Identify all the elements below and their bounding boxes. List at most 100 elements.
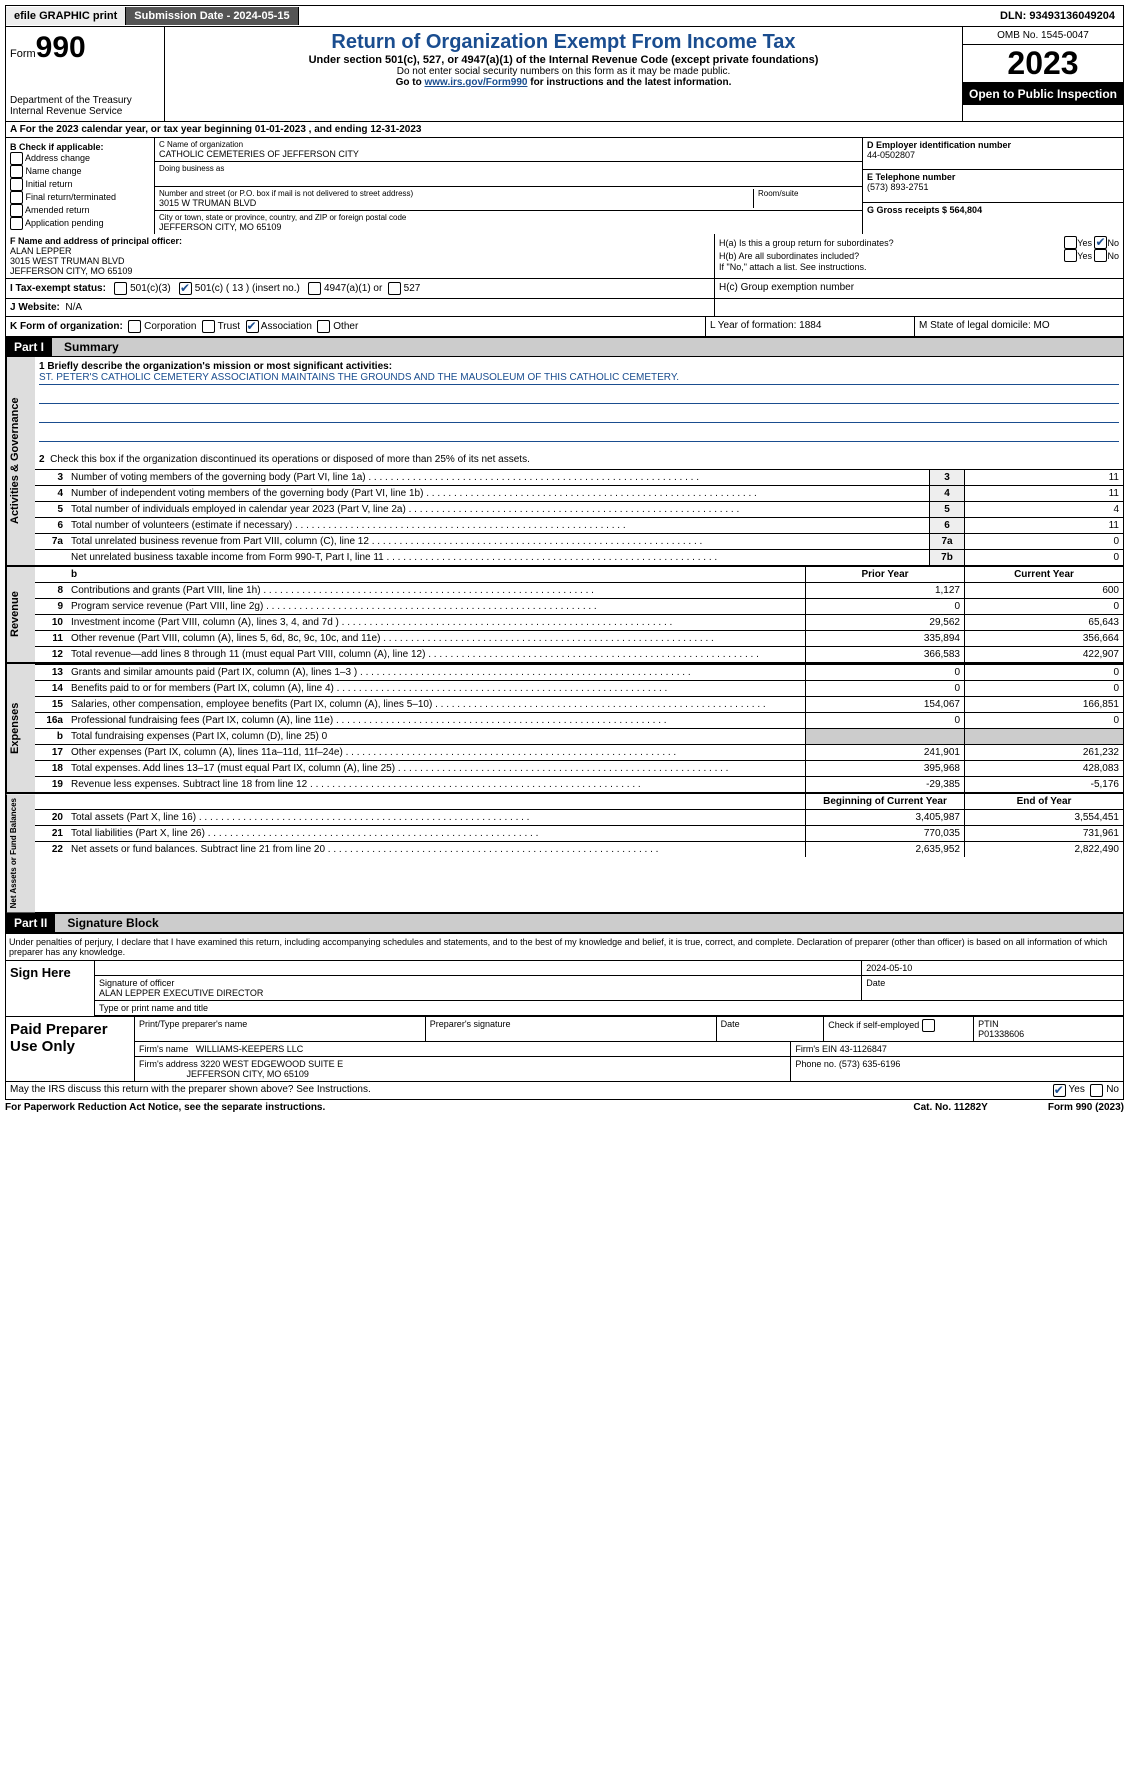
firm-phone-label: Phone no. bbox=[795, 1059, 836, 1069]
discuss-no[interactable] bbox=[1090, 1084, 1103, 1097]
hb-no[interactable] bbox=[1094, 249, 1107, 262]
cb-501c3[interactable] bbox=[114, 282, 127, 295]
col-current: Current Year bbox=[964, 567, 1123, 582]
q2-text: Check this box if the organization disco… bbox=[50, 454, 530, 465]
paperwork-notice: For Paperwork Reduction Act Notice, see … bbox=[5, 1102, 325, 1113]
table-row: 11Other revenue (Part VIII, column (A), … bbox=[35, 630, 1123, 646]
ha-label: H(a) Is this a group return for subordin… bbox=[719, 238, 1064, 248]
principal-officer-label: F Name and address of principal officer: bbox=[10, 236, 710, 246]
hb-note: If "No," attach a list. See instructions… bbox=[719, 262, 1119, 272]
firm-ein: 43-1126847 bbox=[840, 1044, 887, 1054]
form-title: Return of Organization Exempt From Incom… bbox=[169, 31, 958, 54]
table-row: 8Contributions and grants (Part VIII, li… bbox=[35, 582, 1123, 598]
firm-addr2: JEFFERSON CITY, MO 65109 bbox=[187, 1069, 309, 1079]
form-prefix: Form bbox=[10, 48, 36, 60]
checkbox-final-return[interactable] bbox=[10, 191, 23, 204]
checkbox-address-change[interactable] bbox=[10, 152, 23, 165]
cat-no: Cat. No. 11282Y bbox=[913, 1102, 987, 1113]
officer-addr2: JEFFERSON CITY, MO 65109 bbox=[10, 266, 710, 276]
paid-preparer-label: Paid Preparer Use Only bbox=[6, 1017, 134, 1081]
summary-rev: Revenue b Prior Year Current Year 8Contr… bbox=[5, 565, 1124, 662]
part-2-header: Part II Signature Block bbox=[5, 913, 1124, 933]
room-label: Room/suite bbox=[758, 189, 858, 198]
city-label: City or town, state or province, country… bbox=[159, 213, 858, 222]
hb-yes[interactable] bbox=[1064, 249, 1077, 262]
form-org-label: K Form of organization: bbox=[10, 321, 123, 332]
website-label: J Website: bbox=[10, 302, 60, 313]
org-name: CATHOLIC CEMETERIES OF JEFFERSON CITY bbox=[159, 149, 858, 159]
form-subtitle-3: Go to www.irs.gov/Form990 for instructio… bbox=[169, 77, 958, 88]
cb-self-employed[interactable] bbox=[922, 1019, 935, 1032]
cb-501c[interactable] bbox=[179, 282, 192, 295]
efile-button[interactable]: efile GRAPHIC print bbox=[6, 7, 126, 25]
penalty-text: Under penalties of perjury, I declare th… bbox=[6, 934, 1123, 960]
col-prior: Prior Year bbox=[805, 567, 964, 582]
form-number: 990 bbox=[36, 31, 86, 64]
table-row: 4Number of independent voting members of… bbox=[35, 485, 1123, 501]
ha-yes[interactable] bbox=[1064, 236, 1077, 249]
part-1-title: Summary bbox=[52, 338, 1123, 356]
checkbox-app-pending[interactable] bbox=[10, 217, 23, 230]
prep-name-label: Print/Type preparer's name bbox=[135, 1017, 426, 1042]
box-b-header: B Check if applicable: bbox=[10, 142, 150, 152]
checkbox-name-change[interactable] bbox=[10, 165, 23, 178]
cb-trust[interactable] bbox=[202, 320, 215, 333]
self-employed-label: Check if self-employed bbox=[828, 1020, 919, 1030]
table-row: 16aProfessional fundraising fees (Part I… bbox=[35, 712, 1123, 728]
signature-block: Under penalties of perjury, I declare th… bbox=[5, 933, 1124, 1082]
table-row: 15Salaries, other compensation, employee… bbox=[35, 696, 1123, 712]
officer-name: ALAN LEPPER bbox=[10, 246, 710, 256]
firm-phone: (573) 635-6196 bbox=[839, 1059, 901, 1069]
top-bar: efile GRAPHIC print Submission Date - 20… bbox=[5, 5, 1124, 27]
cb-other[interactable] bbox=[317, 320, 330, 333]
q1-label: 1 Briefly describe the organization's mi… bbox=[39, 361, 1119, 372]
table-row: 20Total assets (Part X, line 16)3,405,98… bbox=[35, 809, 1123, 825]
form-subtitle-1: Under section 501(c), 527, or 4947(a)(1)… bbox=[169, 54, 958, 66]
tab-expenses: Expenses bbox=[6, 664, 35, 792]
hb-label: H(b) Are all subordinates included? bbox=[719, 251, 1064, 261]
firm-ein-label: Firm's EIN bbox=[795, 1044, 837, 1054]
table-row: 18Total expenses. Add lines 13–17 (must … bbox=[35, 760, 1123, 776]
irs-link[interactable]: www.irs.gov/Form990 bbox=[424, 77, 527, 88]
table-row: 22Net assets or fund balances. Subtract … bbox=[35, 841, 1123, 857]
row-a-tax-year: A For the 2023 calendar year, or tax yea… bbox=[5, 122, 1124, 138]
mission-text: ST. PETER'S CATHOLIC CEMETERY ASSOCIATIO… bbox=[39, 372, 1119, 385]
firm-addr1: 3220 WEST EDGEWOOD SUITE E bbox=[200, 1059, 343, 1069]
tax-exempt-label: I Tax-exempt status: bbox=[10, 283, 106, 294]
row-j: J Website: N/A bbox=[5, 299, 1124, 317]
table-row: 9Program service revenue (Part VIII, lin… bbox=[35, 598, 1123, 614]
ha-no[interactable] bbox=[1094, 236, 1107, 249]
table-row: 12Total revenue—add lines 8 through 11 (… bbox=[35, 646, 1123, 662]
discuss-yes[interactable] bbox=[1053, 1084, 1066, 1097]
officer-signature-label: Signature of officer bbox=[99, 978, 857, 988]
officer-addr1: 3015 WEST TRUMAN BLVD bbox=[10, 256, 710, 266]
table-row: bTotal fundraising expenses (Part IX, co… bbox=[35, 728, 1123, 744]
table-row: 7aTotal unrelated business revenue from … bbox=[35, 533, 1123, 549]
ein-value: 44-0502807 bbox=[867, 150, 1119, 160]
dln-label: DLN: 93493136049204 bbox=[992, 7, 1123, 25]
checkbox-initial-return[interactable] bbox=[10, 178, 23, 191]
cb-4947[interactable] bbox=[308, 282, 321, 295]
table-row: 19Revenue less expenses. Subtract line 1… bbox=[35, 776, 1123, 792]
phone-value: (573) 893-2751 bbox=[867, 182, 1119, 192]
col-begin: Beginning of Current Year bbox=[805, 794, 964, 809]
street-value: 3015 W TRUMAN BLVD bbox=[159, 198, 749, 208]
open-inspection: Open to Public Inspection bbox=[963, 83, 1123, 105]
cb-assoc[interactable] bbox=[246, 320, 259, 333]
year-formation: L Year of formation: 1884 bbox=[705, 317, 914, 336]
hc-label: H(c) Group exemption number bbox=[714, 279, 1123, 298]
box-b: B Check if applicable: Address change Na… bbox=[6, 138, 155, 234]
ptin-value: P01338606 bbox=[978, 1029, 1024, 1039]
checkbox-amended[interactable] bbox=[10, 204, 23, 217]
prep-sig-label: Preparer's signature bbox=[426, 1017, 717, 1042]
form-subtitle-2: Do not enter social security numbers on … bbox=[169, 66, 958, 77]
ein-label: D Employer identification number bbox=[867, 140, 1119, 150]
table-row: 17Other expenses (Part IX, column (A), l… bbox=[35, 744, 1123, 760]
form-footer: Form 990 (2023) bbox=[1048, 1102, 1124, 1113]
dept-label: Department of the Treasury bbox=[10, 95, 160, 106]
cb-527[interactable] bbox=[388, 282, 401, 295]
org-name-label: C Name of organization bbox=[159, 140, 858, 149]
cb-corp[interactable] bbox=[128, 320, 141, 333]
col-end: End of Year bbox=[964, 794, 1123, 809]
city-value: JEFFERSON CITY, MO 65109 bbox=[159, 222, 858, 232]
